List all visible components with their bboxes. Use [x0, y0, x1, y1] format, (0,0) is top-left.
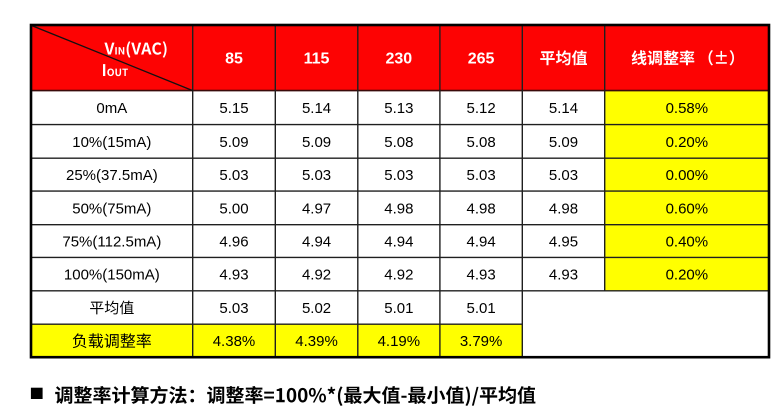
svg-text:5.09: 5.09: [302, 134, 331, 151]
svg-text:5.03: 5.03: [384, 167, 413, 184]
svg-text:25%(37.5mA): 25%(37.5mA): [66, 167, 158, 184]
svg-text:4.92: 4.92: [302, 267, 331, 284]
svg-text:4.93: 4.93: [466, 267, 495, 284]
svg-text:5.03: 5.03: [219, 300, 248, 317]
svg-text:4.94: 4.94: [384, 233, 413, 250]
svg-text:0.20%: 0.20%: [666, 134, 709, 151]
svg-text:4.94: 4.94: [466, 233, 495, 250]
svg-text:5.09: 5.09: [549, 134, 578, 151]
svg-text:0.58%: 0.58%: [666, 100, 709, 117]
svg-text:0.00%: 0.00%: [666, 167, 709, 184]
svg-text:10%(15mA): 10%(15mA): [72, 134, 151, 151]
svg-text:5.12: 5.12: [466, 100, 495, 117]
svg-text:85: 85: [225, 51, 243, 68]
svg-text:5.14: 5.14: [302, 100, 331, 117]
svg-text:4.97: 4.97: [302, 200, 331, 217]
svg-text:4.93: 4.93: [549, 267, 578, 284]
svg-text:5.03: 5.03: [466, 167, 495, 184]
svg-text:4.94: 4.94: [302, 233, 331, 250]
svg-text:5.08: 5.08: [466, 134, 495, 151]
svg-text:4.95: 4.95: [549, 233, 578, 250]
svg-text:115: 115: [304, 51, 330, 68]
svg-text:0.40%: 0.40%: [666, 233, 709, 250]
svg-text:5.03: 5.03: [302, 167, 331, 184]
svg-text:75%(112.5mA): 75%(112.5mA): [62, 233, 161, 250]
svg-text:4.98: 4.98: [384, 200, 413, 217]
svg-text:3.79%: 3.79%: [460, 333, 503, 350]
svg-text:5.02: 5.02: [302, 300, 331, 317]
svg-text:0mA: 0mA: [96, 100, 127, 117]
svg-text:5.09: 5.09: [219, 134, 248, 151]
svg-text:5.03: 5.03: [549, 167, 578, 184]
svg-text:5.03: 5.03: [219, 167, 248, 184]
svg-text:4.93: 4.93: [219, 267, 248, 284]
svg-text:5.15: 5.15: [219, 100, 248, 117]
svg-text:4.38%: 4.38%: [213, 333, 256, 350]
svg-text:265: 265: [468, 51, 495, 68]
svg-text:5.01: 5.01: [466, 300, 495, 317]
svg-text:4.39%: 4.39%: [295, 333, 338, 350]
svg-text:5.00: 5.00: [219, 200, 248, 217]
svg-text:230: 230: [385, 51, 412, 68]
svg-text:4.96: 4.96: [219, 233, 248, 250]
svg-text:5.01: 5.01: [384, 300, 413, 317]
svg-text:4.98: 4.98: [466, 200, 495, 217]
svg-text:4.19%: 4.19%: [378, 333, 421, 350]
svg-text:0.20%: 0.20%: [666, 267, 709, 284]
svg-text:5.14: 5.14: [549, 100, 578, 117]
svg-text:4.98: 4.98: [549, 200, 578, 217]
svg-text:5.08: 5.08: [384, 134, 413, 151]
svg-text:5.13: 5.13: [384, 100, 413, 117]
svg-text:100%(150mA): 100%(150mA): [64, 267, 160, 284]
svg-text:0.60%: 0.60%: [666, 200, 709, 217]
svg-text:4.92: 4.92: [384, 267, 413, 284]
svg-text:50%(75mA): 50%(75mA): [72, 200, 151, 217]
